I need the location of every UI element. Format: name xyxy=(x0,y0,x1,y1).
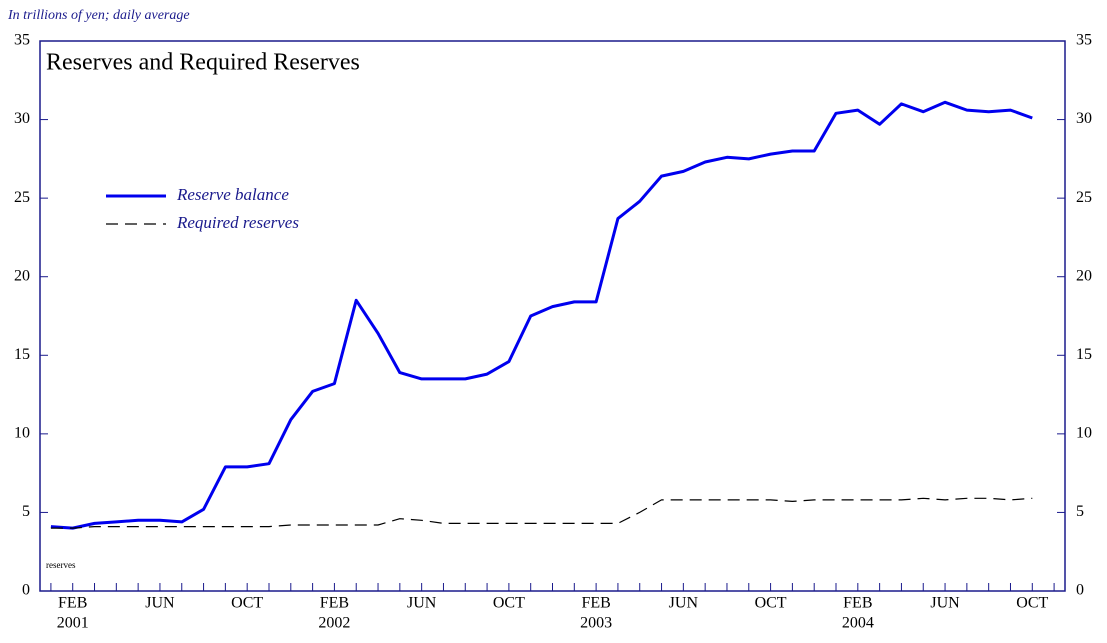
y-tick-label: 15 xyxy=(14,346,30,363)
y-tick-label: 5 xyxy=(22,503,30,520)
x-tick-label: JUN xyxy=(145,595,175,612)
x-tick-label: OCT xyxy=(1016,595,1048,612)
y2-tick-label: 0 xyxy=(1076,582,1084,599)
y-tick-label: 35 xyxy=(14,32,30,49)
line-series xyxy=(50,497,1033,529)
legend-label: Reserve balance xyxy=(176,185,289,204)
y-tick-label: 0 xyxy=(22,582,30,599)
y2-tick-label: 10 xyxy=(1076,425,1092,442)
line-series xyxy=(50,100,1033,530)
x-tick-label: OCT xyxy=(231,595,263,612)
x-tick-label: OCT xyxy=(493,595,525,612)
x-tick-label: JUN xyxy=(669,595,699,612)
subtitle: In trillions of yen; daily average xyxy=(7,8,190,23)
y2-tick-label: 25 xyxy=(1076,189,1092,206)
y-tick-label: 30 xyxy=(14,110,30,127)
y2-tick-label: 15 xyxy=(1076,346,1092,363)
x-tick-label: OCT xyxy=(755,595,787,612)
y2-tick-label: 35 xyxy=(1076,32,1092,49)
chart-title: Reserves and Required Reserves xyxy=(46,50,360,76)
y2-tick-label: 30 xyxy=(1076,110,1092,127)
x-tick-label: FEB xyxy=(58,595,87,612)
x-tick-label: JUN xyxy=(930,595,960,612)
plot-frame xyxy=(39,40,1066,592)
x-tick-label: FEB xyxy=(320,595,349,612)
y2-tick-label: 5 xyxy=(1076,503,1084,520)
x-year-label: 2001 xyxy=(57,615,89,632)
y-tick-label: 10 xyxy=(14,425,30,442)
y-tick-label: 20 xyxy=(14,267,30,284)
y2-tick-label: 20 xyxy=(1076,267,1092,284)
annotation: reserves xyxy=(46,560,76,570)
x-year-label: 2004 xyxy=(842,615,874,632)
x-year-label: 2003 xyxy=(580,615,612,632)
x-tick-label: FEB xyxy=(843,595,872,612)
x-year-label: 2002 xyxy=(318,615,350,632)
x-tick-label: FEB xyxy=(581,595,610,612)
legend-label: Required reserves xyxy=(176,213,299,232)
x-tick-label: JUN xyxy=(407,595,437,612)
y-tick-label: 25 xyxy=(14,189,30,206)
